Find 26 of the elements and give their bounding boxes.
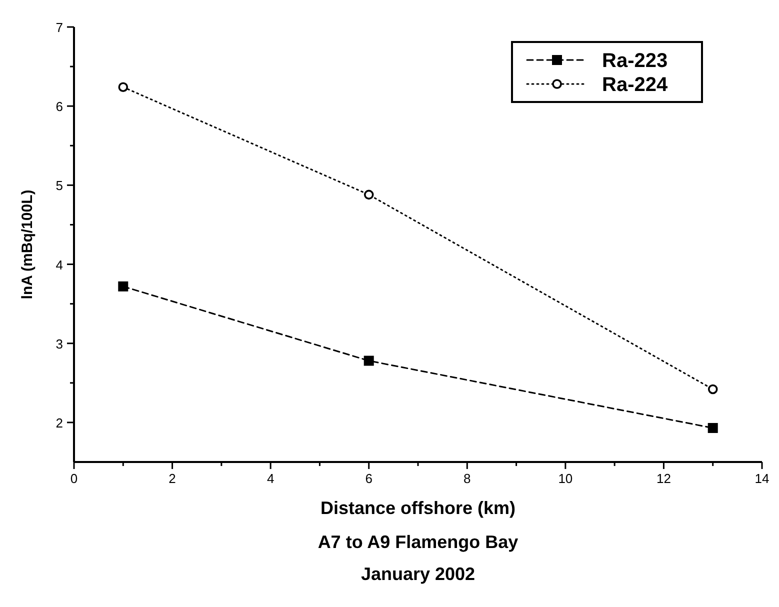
- x-tick-label: 14: [754, 471, 770, 486]
- text: January 2002: [360, 564, 476, 584]
- point: [708, 422, 718, 433]
- x-tick-label: 12: [656, 471, 671, 486]
- x-tick-label: 2: [168, 471, 176, 486]
- point: [118, 82, 128, 92]
- y-tick-label: 5: [56, 178, 63, 194]
- y-tick-label: 4: [56, 257, 63, 272]
- point: [708, 384, 718, 394]
- x-axis-title: Distance offshore (km): [320, 498, 516, 518]
- x-tick-label: 8: [464, 471, 471, 486]
- legend-label: Ra-224: [602, 74, 668, 96]
- x-tick-label: 4: [266, 471, 274, 486]
- y-tick-label: 3: [56, 336, 63, 352]
- y-tick-label: 2: [56, 415, 63, 430]
- point: [364, 356, 374, 366]
- x-tick-label: 10: [558, 471, 573, 486]
- x-tick-label: 6: [365, 471, 372, 486]
- point: [118, 281, 128, 292]
- y-tick-label: 6: [56, 99, 63, 114]
- legend-label: Ra-223: [602, 50, 668, 72]
- point: [364, 190, 374, 200]
- text: A7 to A9 Flamengo Bay: [318, 532, 518, 552]
- y-axis-title: lnA (mBq/100L): [19, 190, 36, 300]
- x-tick-label: 0: [70, 471, 78, 486]
- y-tick-label: 7: [56, 20, 63, 35]
